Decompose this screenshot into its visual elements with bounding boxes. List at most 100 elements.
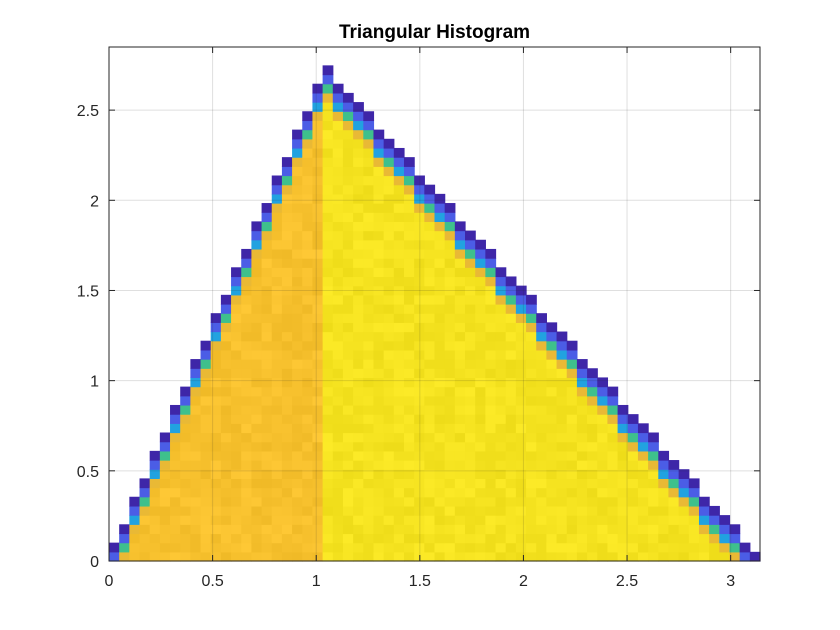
heatmap-cell — [271, 432, 283, 443]
heatmap-cell — [292, 423, 303, 434]
heatmap-cell — [597, 515, 609, 525]
heatmap-cell — [373, 450, 385, 461]
heatmap-cell — [403, 478, 415, 489]
heatmap-cell — [353, 478, 364, 489]
heatmap-cell — [302, 533, 314, 544]
heatmap-cell — [373, 368, 385, 379]
heatmap-cell — [261, 340, 273, 351]
heatmap-cell — [454, 460, 466, 470]
heatmap-cell — [546, 395, 558, 406]
heatmap-cell — [536, 414, 547, 424]
heatmap-cell — [281, 331, 293, 342]
heatmap-cell — [587, 542, 598, 553]
heatmap-cell — [322, 267, 334, 278]
heatmap-cell — [220, 294, 232, 305]
heatmap-cell — [556, 404, 568, 415]
heatmap-cell — [444, 349, 456, 360]
heatmap-cell — [281, 157, 293, 167]
heatmap-cell — [139, 496, 151, 507]
heatmap-cell — [393, 304, 405, 314]
heatmap-cell — [587, 505, 598, 516]
heatmap-cell — [434, 515, 446, 525]
heatmap-cell — [393, 322, 405, 333]
heatmap-cell — [353, 441, 364, 452]
heatmap-cell — [485, 386, 497, 397]
heatmap-cell — [709, 551, 720, 562]
heatmap-cell — [353, 147, 364, 158]
heatmap-cell — [424, 285, 436, 296]
heatmap-cell — [444, 432, 456, 443]
heatmap-cell — [139, 551, 151, 562]
heatmap-cell — [332, 138, 344, 149]
heatmap-cell — [617, 432, 629, 443]
heatmap-cell — [231, 432, 242, 443]
heatmap-cell — [444, 478, 456, 489]
heatmap-cell — [261, 496, 273, 507]
heatmap-cell — [434, 551, 446, 562]
heatmap-cell — [342, 515, 354, 525]
heatmap-cell — [546, 331, 558, 342]
heatmap-cell — [505, 368, 517, 379]
heatmap-cell — [566, 487, 578, 498]
heatmap-cell — [231, 267, 242, 278]
heatmap-cell — [342, 551, 354, 562]
heatmap-cell — [688, 487, 700, 498]
heatmap-cell — [678, 551, 690, 562]
heatmap-cell — [292, 478, 303, 489]
heatmap-cell — [281, 377, 293, 388]
heatmap-cell — [444, 496, 456, 507]
heatmap-cell — [393, 239, 405, 250]
heatmap-cell — [353, 285, 364, 296]
heatmap-cell — [383, 304, 395, 314]
heatmap-cell — [149, 460, 161, 470]
heatmap-cell — [231, 423, 242, 434]
heatmap-cell — [566, 441, 578, 452]
heatmap-cell — [444, 221, 456, 232]
heatmap-cell — [414, 359, 425, 369]
heatmap-cell — [587, 368, 598, 379]
heatmap-cell — [526, 359, 537, 369]
heatmap-cell — [465, 285, 476, 296]
heatmap-cell — [515, 469, 527, 479]
heatmap-cell — [200, 340, 212, 351]
heatmap-cell — [485, 505, 497, 516]
heatmap-cell — [414, 193, 425, 204]
heatmap-cell — [241, 469, 252, 479]
heatmap-cell — [159, 533, 171, 544]
heatmap-cell — [302, 276, 314, 287]
heatmap-cell — [200, 359, 212, 369]
heatmap-cell — [312, 460, 324, 470]
heatmap-cell — [281, 395, 293, 406]
heatmap-cell — [536, 487, 547, 498]
heatmap-cell — [322, 542, 334, 553]
heatmap-cell — [200, 404, 212, 415]
heatmap-cell — [251, 432, 263, 443]
heatmap-cell — [292, 248, 303, 259]
heatmap-cell — [363, 460, 375, 470]
heatmap-cell — [342, 294, 354, 305]
heatmap-cell — [403, 469, 415, 479]
heatmap-cell — [292, 258, 303, 268]
heatmap-cell — [546, 496, 558, 507]
heatmap-cell — [454, 386, 466, 397]
heatmap-cell — [576, 478, 588, 489]
heatmap-cell — [231, 276, 242, 287]
heatmap-cell — [383, 248, 395, 259]
heatmap-cell — [251, 441, 263, 452]
heatmap-cell — [444, 276, 456, 287]
heatmap-cell — [729, 551, 741, 562]
heatmap-cell — [475, 313, 486, 323]
heatmap-cell — [353, 359, 364, 369]
heatmap-cell — [322, 377, 334, 388]
heatmap-cell — [170, 423, 181, 434]
heatmap-cell — [495, 441, 507, 452]
heatmap-cell — [414, 322, 425, 333]
heatmap-cell — [414, 414, 425, 424]
heatmap-cell — [515, 340, 527, 351]
heatmap-cell — [322, 478, 334, 489]
heatmap-cell — [281, 230, 293, 241]
heatmap-cell — [332, 322, 344, 333]
heatmap-cell — [332, 294, 344, 305]
heatmap-cell — [444, 340, 456, 351]
heatmap-cell — [332, 377, 344, 388]
